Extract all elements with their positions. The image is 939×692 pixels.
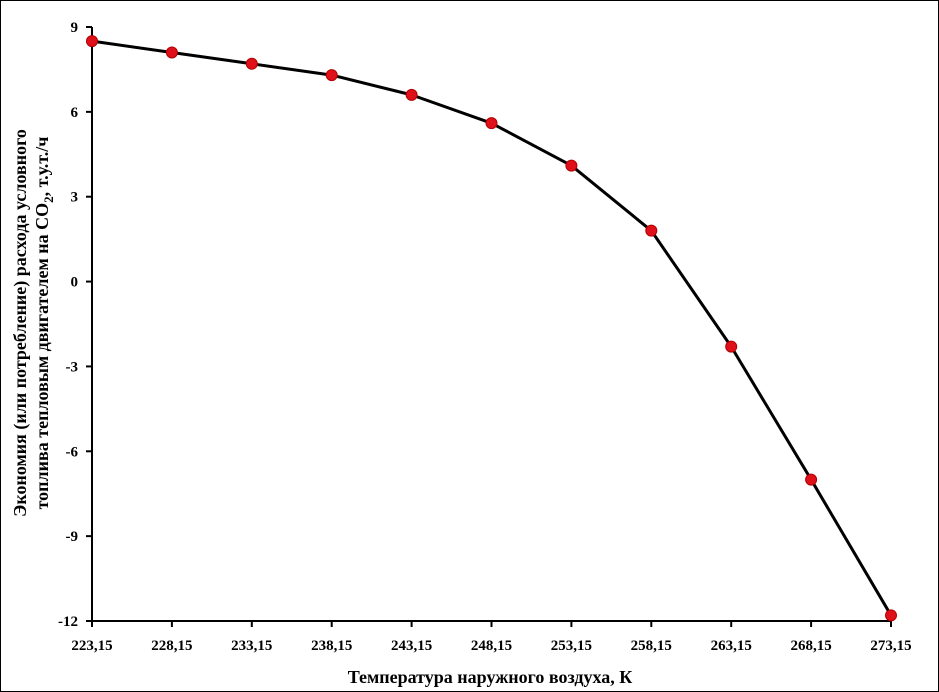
y-tick-label: -9	[66, 529, 79, 545]
y-axis-title-line2: топлива тепловым двигателем на CO2, т.у.…	[32, 137, 56, 510]
y-tick-label: 6	[71, 105, 79, 121]
x-tick-label: 268,15	[790, 638, 831, 654]
x-tick-label: 228,15	[151, 638, 192, 654]
y-tick-label: 3	[71, 190, 79, 206]
data-point	[725, 340, 738, 353]
x-tick-label: 223,15	[71, 638, 112, 654]
data-point	[485, 117, 498, 130]
y-tick-label: 9	[71, 20, 79, 36]
data-point	[325, 69, 338, 82]
ticks: 9 6 3 0 -3 -6 -9 -12 223,15 228,15 233,15 238,15 243…	[58, 20, 912, 654]
data-point	[645, 224, 658, 237]
x-tick-label: 248,15	[471, 638, 512, 654]
y-axis-title-line1: Экономия (или потребление) расхода услов…	[10, 129, 31, 517]
x-tick-label: 273,15	[870, 638, 911, 654]
data-point	[86, 35, 98, 48]
x-tick-label: 233,15	[231, 638, 272, 654]
data-point	[405, 88, 418, 101]
y-tick-label: 0	[71, 275, 79, 291]
x-tick-label: 253,15	[551, 638, 592, 654]
x-tick-label: 258,15	[631, 638, 672, 654]
axes	[91, 27, 891, 622]
x-axis-title: Температура наружного воздуха, К	[348, 667, 633, 687]
data-point	[245, 57, 258, 70]
data-points	[86, 35, 897, 622]
data-point	[165, 46, 178, 59]
y-axis-title-line2-main: топлива тепловым двигателем на CO	[32, 203, 52, 510]
y-tick-label: -6	[66, 444, 79, 460]
y-axis-title-line2-tail: , т.у.т./ч	[32, 137, 52, 197]
y-tick-label: -12	[58, 614, 78, 630]
data-point	[565, 159, 578, 172]
y-tick-label: -3	[66, 359, 79, 375]
x-tick-label: 263,15	[711, 638, 752, 654]
y-axis-title-subscript: 2	[41, 196, 56, 203]
data-point	[885, 609, 897, 622]
x-tick-label: 238,15	[311, 638, 352, 654]
y-axis-title: Экономия (или потребление) расхода услов…	[10, 129, 56, 517]
x-tick-label: 243,15	[391, 638, 432, 654]
data-point	[805, 473, 818, 486]
